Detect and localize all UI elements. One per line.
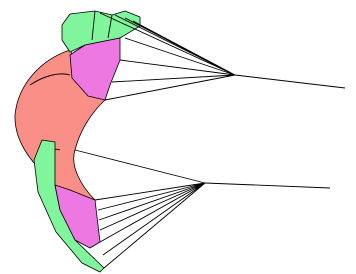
page [0, 0, 356, 274]
kite-drawing [0, 0, 356, 274]
top-lines [100, 13, 345, 100]
tether [235, 75, 345, 88]
bottom-lines [75, 150, 330, 268]
tether [205, 183, 330, 188]
